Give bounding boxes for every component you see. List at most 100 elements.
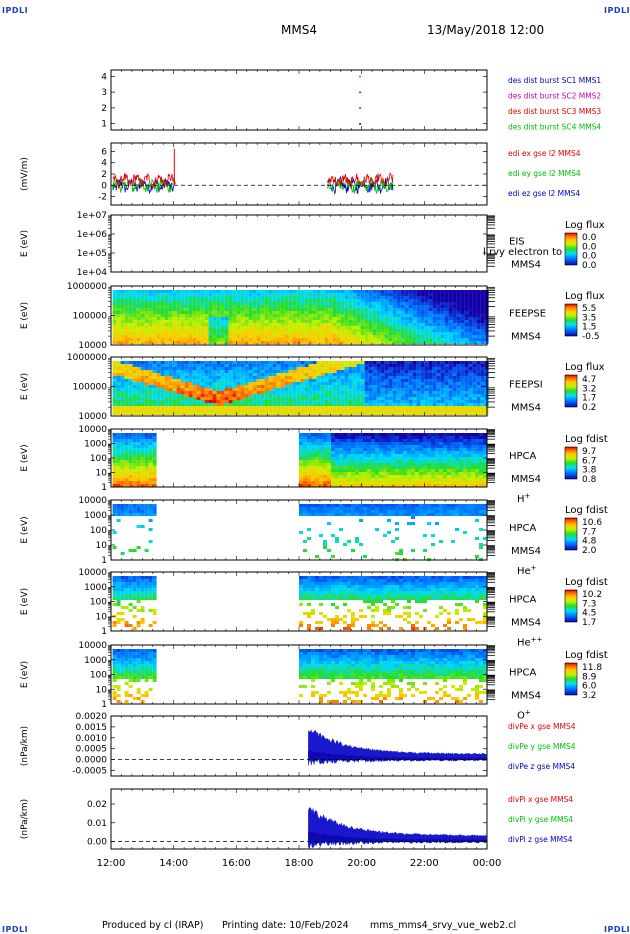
spectrogram-cell <box>316 403 321 406</box>
spectrogram-cell <box>228 397 233 400</box>
spectrogram-cell <box>412 296 417 299</box>
spectrogram-cell <box>180 373 185 376</box>
spectrogram-cell <box>364 329 369 332</box>
spectrogram-cell <box>200 293 205 296</box>
spectrogram-cell <box>300 391 305 394</box>
spectrogram-cell <box>120 293 125 296</box>
spectrogram-cell <box>292 329 297 332</box>
spectrogram-cell <box>152 314 157 317</box>
spectrogram-cell <box>160 391 165 394</box>
spectrogram-cell <box>335 481 339 484</box>
spectrogram-cell <box>460 326 465 329</box>
spectrogram-cell <box>212 394 217 397</box>
spectrogram-cell <box>468 397 473 400</box>
spectrogram-cell <box>448 376 453 379</box>
spectrogram-cell <box>228 367 233 370</box>
spectrogram-cell <box>316 394 321 397</box>
spectrogram-cell <box>128 293 133 296</box>
spectrogram-cell <box>152 463 157 466</box>
spectrogram-cell <box>412 293 417 296</box>
spectrogram-cell <box>371 457 375 460</box>
spectrogram-cell <box>200 338 205 341</box>
spectrogram-cell <box>124 460 129 463</box>
spectrogram-cell <box>256 412 261 415</box>
spectrogram-cell <box>168 385 173 388</box>
spectrogram-cell <box>328 290 333 293</box>
spectrogram-cell <box>172 364 177 367</box>
spectrogram-cell <box>248 373 253 376</box>
spectrogram-cell <box>156 403 161 406</box>
spectrogram-cell <box>412 388 417 391</box>
spectrogram-cell <box>356 290 361 293</box>
spectrogram-cell <box>443 478 447 481</box>
spectrogram-cell <box>411 454 415 457</box>
spectrogram-cell <box>480 400 485 403</box>
spectrogram-cell <box>351 460 355 463</box>
spectrogram-cell <box>464 332 469 335</box>
spectrogram-cell <box>144 472 149 475</box>
spectrogram-cell <box>200 370 205 373</box>
spectrogram-cell <box>296 338 301 341</box>
spectrogram-cell <box>468 361 473 364</box>
spectrogram-cell <box>124 296 129 299</box>
spectrogram-cell <box>312 412 317 415</box>
spectrogram-cell <box>292 311 297 314</box>
spectrogram-cell <box>368 326 373 329</box>
spectrogram-cell <box>272 320 277 323</box>
spectrogram-cell <box>324 385 329 388</box>
legend-entry: edi ey gse l2 MMS4 <box>508 169 581 178</box>
spectrogram-cell <box>196 320 201 323</box>
spectrogram-cell <box>216 323 221 326</box>
spectrogram-cell <box>392 403 397 406</box>
spectrogram-cell <box>168 379 173 382</box>
spectrogram-cell <box>120 400 125 403</box>
spectrogram-cell <box>168 367 173 370</box>
spectrogram-cell <box>419 433 423 436</box>
spectrogram-cell <box>280 314 285 317</box>
spectrogram-cell <box>384 367 389 370</box>
spectrogram-cell <box>228 308 233 311</box>
spectrogram-cell <box>224 314 229 317</box>
spectrogram-cell <box>427 469 431 472</box>
spectrogram-cell <box>452 299 457 302</box>
spectrogram-cell <box>172 305 177 308</box>
spectrogram-cell <box>432 338 437 341</box>
spectrogram-cell <box>276 388 281 391</box>
spectrogram-cell <box>328 382 333 385</box>
spectrogram-cell <box>476 388 481 391</box>
spectrogram-cell <box>248 364 253 367</box>
spectrogram-cell <box>376 385 381 388</box>
spectrogram-cell <box>132 472 137 475</box>
spectrogram-cell <box>388 341 393 344</box>
spectrogram-cell <box>436 341 441 344</box>
spectrogram-cell <box>396 296 401 299</box>
spectrogram-cell <box>128 403 133 406</box>
spectrogram-cell <box>140 376 145 379</box>
spectrogram-cell <box>116 329 121 332</box>
spectrogram-cell <box>351 448 355 451</box>
spectrogram-cell <box>436 335 441 338</box>
spectrogram-cell <box>156 323 161 326</box>
spectrogram-cell <box>320 320 325 323</box>
spectrogram-cell <box>379 433 383 436</box>
spectrogram-cell <box>312 335 317 338</box>
spectrogram-cell <box>372 341 377 344</box>
spectrogram-cell <box>336 305 341 308</box>
spectrogram-cell <box>475 460 479 463</box>
spectrogram-cell <box>452 391 457 394</box>
spectrogram-cell <box>420 299 425 302</box>
spectrogram-cell <box>400 335 405 338</box>
spectrogram-cell <box>196 367 201 370</box>
spectrogram-cell <box>331 463 335 466</box>
spectrogram-cell <box>408 323 413 326</box>
spectrogram-cell <box>264 373 269 376</box>
spectrogram-cell <box>415 454 419 457</box>
spectrogram-cell <box>307 439 311 442</box>
spectrogram-cell <box>276 320 281 323</box>
spectrogram-cell <box>164 338 169 341</box>
spectrogram-cell <box>140 367 145 370</box>
spectrogram-cell <box>240 305 245 308</box>
spectrogram-cell <box>368 379 373 382</box>
spectrogram-cell <box>228 400 233 403</box>
spectrogram-cell <box>391 448 395 451</box>
